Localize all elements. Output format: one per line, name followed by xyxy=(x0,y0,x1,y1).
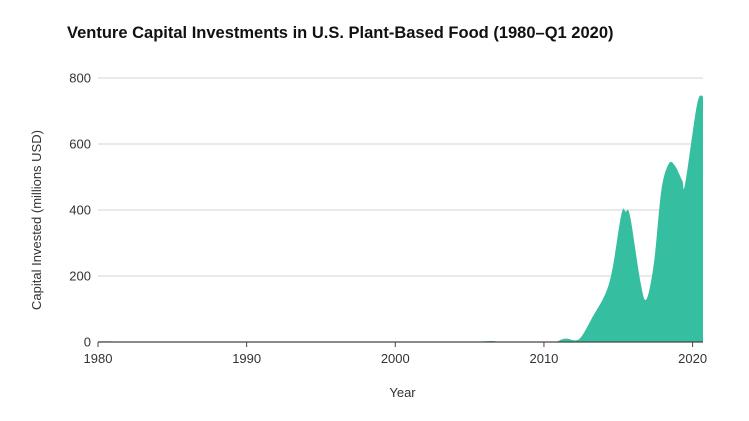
y-tick-label-400: 400 xyxy=(69,203,91,218)
x-tick-label-2000: 2000 xyxy=(381,351,410,366)
y-tick-label-200: 200 xyxy=(69,269,91,284)
y-tick-label-600: 600 xyxy=(69,137,91,152)
chart-title: Venture Capital Investments in U.S. Plan… xyxy=(67,24,614,42)
x-tick-label-2010: 2010 xyxy=(529,351,558,366)
series-area xyxy=(98,95,703,342)
x-tick-label-2020: 2020 xyxy=(678,351,707,366)
y-tick-label-800: 800 xyxy=(69,71,91,86)
y-tick-labels: 0 200 400 600 800 xyxy=(69,71,91,350)
x-tick-label-1980: 1980 xyxy=(84,351,113,366)
y-tick-label-0: 0 xyxy=(84,335,91,350)
axes xyxy=(97,341,703,347)
x-tick-label-1990: 1990 xyxy=(232,351,261,366)
x-axis-label: Year xyxy=(389,385,416,400)
x-tick-labels: 1980 1990 2000 2010 2020 xyxy=(84,351,708,366)
series-area-layer xyxy=(98,95,703,342)
y-axis-label: Capital Invested (millions USD) xyxy=(29,130,44,310)
